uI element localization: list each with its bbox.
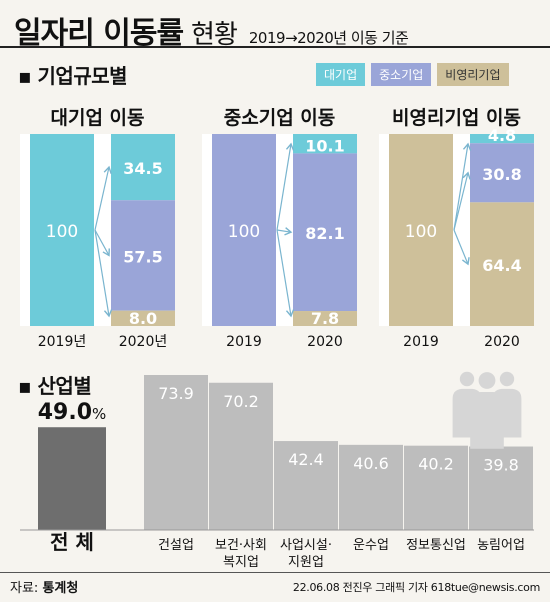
category-label: 복지업	[223, 555, 259, 570]
footer-divider	[0, 572, 550, 573]
people-icon	[499, 371, 515, 387]
source-label: 자료:	[10, 581, 43, 596]
total-bar-value: 49.0%	[38, 400, 107, 425]
segment-label-sme: 30.8	[482, 165, 521, 184]
segment-label-nonprofit: 64.4	[482, 256, 521, 275]
stacked-segment-nonprofit	[293, 311, 357, 326]
year-label-source: 2019년	[38, 334, 87, 350]
year-label-target: 2020년	[119, 334, 168, 350]
legend-item-large: 대기업	[316, 63, 366, 86]
flow-arrow	[276, 229, 292, 317]
industry-bar	[404, 445, 468, 530]
source-bar	[212, 134, 276, 326]
industry-bar-value: 39.8	[483, 456, 519, 475]
source-bar-label: 100	[228, 222, 260, 242]
stacked-segment-nonprofit	[470, 202, 534, 326]
legend: 대기업 중소기업 비영리기업	[316, 63, 509, 86]
category-label: 운수업	[353, 538, 389, 553]
stacked-segment-sme	[293, 153, 357, 312]
section-size-heading: ▪ 기업규모별	[18, 64, 128, 88]
legend-item-sme: 중소기업	[371, 63, 432, 86]
flow-arrow	[453, 172, 469, 231]
industry-bar-value: 70.2	[223, 392, 259, 411]
segment-label-sme: 57.5	[123, 247, 162, 266]
segment-label-large: 10.1	[305, 136, 344, 155]
section-industry-heading: ▪ 산업별	[18, 374, 92, 398]
flow-arrow	[94, 166, 110, 231]
stacked-segment-large	[470, 134, 534, 144]
industry-bar-value: 42.4	[288, 450, 324, 469]
stacked-segment-large	[111, 134, 175, 201]
stacked-segment-sme	[470, 143, 534, 203]
industry-bar	[469, 446, 533, 530]
flow-arrow-head	[103, 165, 112, 174]
flow-arrow-head	[285, 309, 295, 318]
industry-bar-value: 73.9	[158, 384, 194, 403]
flow-arrow	[94, 229, 110, 256]
source-bar-label: 100	[46, 222, 78, 242]
people-icon	[470, 392, 504, 449]
industry-bar	[209, 382, 273, 530]
page-title: 일자리 이동률 현황 2019→2020년 이동 기준	[14, 8, 409, 52]
people-icon	[459, 371, 475, 387]
stacked-segment-nonprofit	[111, 310, 175, 326]
category-label: 농림어업	[477, 538, 525, 553]
source-value: 통계청	[42, 581, 79, 596]
flow-arrow-head	[103, 309, 113, 318]
year-label-target: 2020	[484, 334, 520, 350]
category-label: 건설업	[158, 538, 194, 553]
flow-arrow-head	[102, 248, 110, 257]
category-label: 보건·사회	[215, 538, 267, 553]
title-main: 일자리 이동률	[14, 16, 184, 51]
segment-label-nonprofit: 8.0	[129, 309, 157, 328]
industry-bar	[339, 444, 403, 530]
flow-arrow-head	[285, 142, 295, 151]
industry-bar	[274, 441, 338, 530]
industry-bar-value: 40.6	[353, 454, 389, 473]
flow-arrow-head	[284, 227, 293, 236]
stacked-segment-sme	[111, 200, 175, 311]
flow-arrow	[276, 143, 292, 231]
year-label-target: 2020	[307, 334, 343, 350]
people-icon	[478, 372, 496, 389]
flow-arrow-head	[462, 171, 471, 180]
industry-bar-value: 40.2	[418, 455, 454, 474]
flow-arrow-head	[461, 257, 470, 266]
flow-arrow	[453, 229, 469, 265]
legend-item-nonprofit: 비영리기업	[437, 63, 509, 86]
title-divider	[0, 46, 550, 48]
source-bar	[30, 134, 94, 326]
flow-arrow-head	[462, 142, 472, 151]
industry-bar	[144, 375, 208, 530]
year-label-source: 2019	[403, 334, 439, 350]
segment-label-nonprofit: 7.8	[311, 309, 339, 328]
flow-arrow	[94, 229, 110, 317]
flow-arrow	[276, 229, 292, 233]
source-bar	[389, 134, 453, 326]
year-label-source: 2019	[226, 334, 262, 350]
segment-label-large: 4.8	[488, 126, 516, 145]
stacked-segment-large	[293, 134, 357, 154]
segment-label-sme: 82.1	[305, 224, 344, 243]
source-note: 자료: 통계청	[10, 577, 78, 596]
panel-title: 중소기업 이동	[224, 107, 336, 129]
credit-line: 22.06.08 전진우 그래픽 기자 618tue@newsis.com	[292, 581, 540, 594]
panel-title: 대기업 이동	[50, 107, 144, 129]
category-label: 사업시설·	[280, 538, 332, 553]
category-label: 전 체	[50, 530, 94, 554]
category-label: 지원업	[288, 555, 324, 570]
panel-title: 비영리기업 이동	[392, 107, 521, 129]
title-subtitle: 2019→2020년 이동 기준	[248, 29, 409, 47]
total-bar	[38, 427, 106, 530]
segment-label-large: 34.5	[123, 159, 162, 178]
category-label: 정보통신업	[406, 538, 466, 553]
source-bar-label: 100	[405, 222, 437, 242]
flow-arrow	[453, 143, 469, 231]
title-light: 현황	[191, 20, 238, 50]
